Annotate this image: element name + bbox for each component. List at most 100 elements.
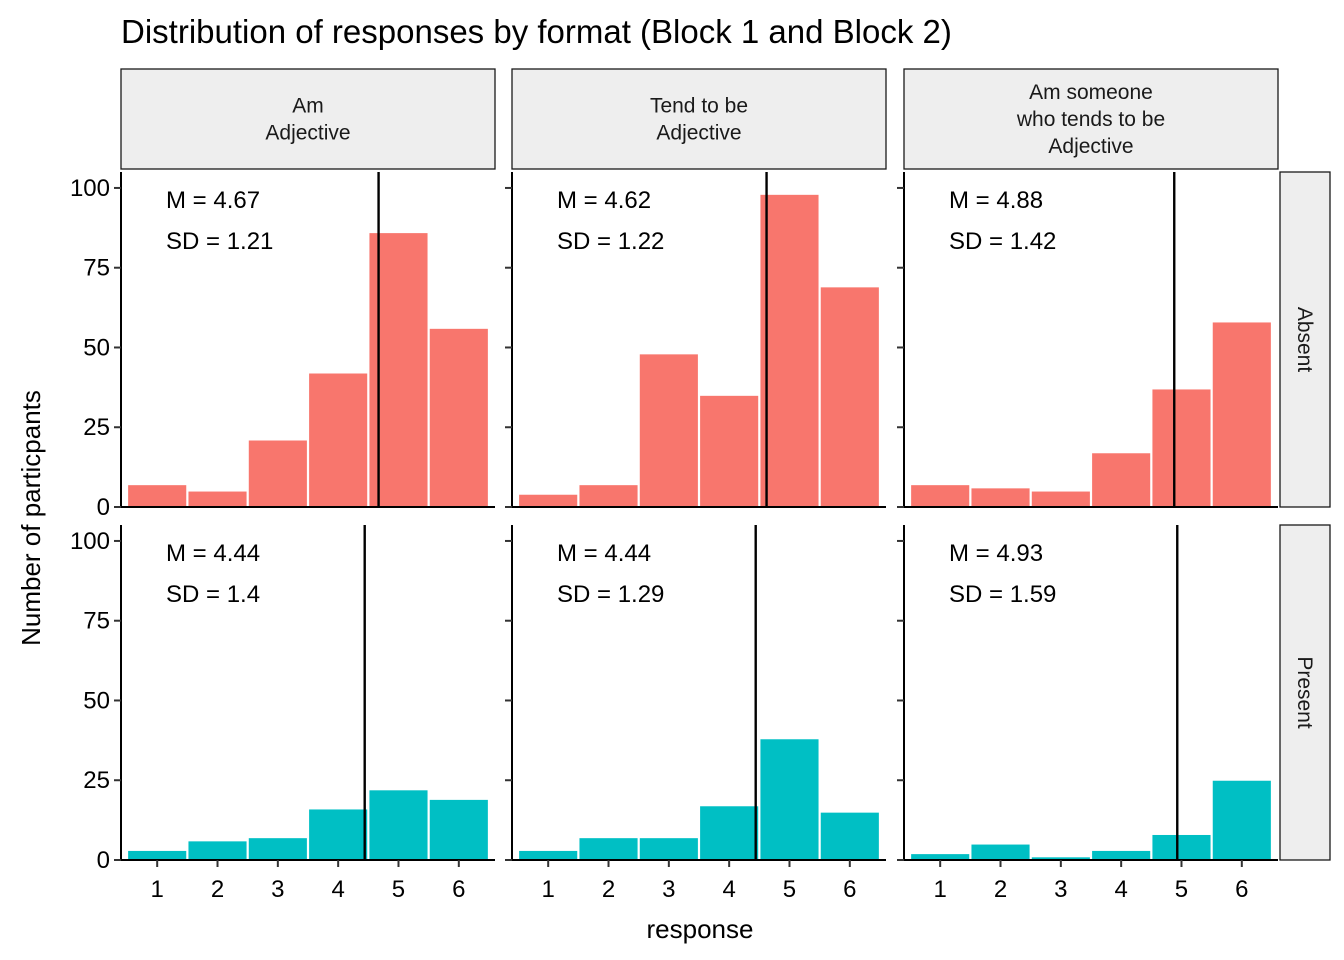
bar	[187, 490, 248, 508]
x-tick-label: 6	[452, 876, 465, 903]
panel-absent-3: M = 4.88 SD = 1.42	[897, 172, 1278, 508]
bar	[1211, 321, 1272, 508]
mean-label: M = 4.44	[166, 540, 260, 567]
row-strip-present: Present	[1279, 524, 1331, 861]
bar	[428, 327, 489, 508]
bar	[127, 484, 188, 508]
bar	[428, 798, 489, 861]
y-tick-label: 75	[83, 608, 110, 635]
y-tick-label: 75	[83, 255, 110, 282]
x-tick-label: 4	[331, 876, 344, 903]
x-tick-label: 1	[934, 876, 947, 903]
column-strip-box	[903, 68, 1279, 170]
bar	[518, 849, 579, 861]
x-tick-label: 3	[662, 876, 675, 903]
column-strip-box	[120, 68, 496, 170]
x-tick-label: 2	[602, 876, 615, 903]
bar	[368, 789, 429, 861]
y-tick-label: 25	[83, 767, 110, 794]
bar	[638, 837, 699, 861]
bar	[578, 837, 639, 861]
bar	[308, 372, 369, 508]
y-tick-label: 0	[97, 494, 110, 521]
bar	[759, 193, 820, 508]
x-tick-label: 3	[271, 876, 284, 903]
bar	[699, 394, 760, 508]
bar	[1151, 388, 1212, 508]
x-tick-label: 6	[843, 876, 856, 903]
x-tick-label: 4	[1114, 876, 1127, 903]
x-tick-label: 6	[1235, 876, 1248, 903]
x-tick-label: 2	[994, 876, 1007, 903]
x-tick-label: 5	[392, 876, 405, 903]
sd-label: SD = 1.21	[166, 228, 273, 255]
bar	[1091, 849, 1152, 861]
mean-label: M = 4.44	[557, 540, 651, 567]
bar	[308, 808, 369, 861]
bar	[1030, 490, 1091, 508]
y-tick-label: 50	[83, 334, 110, 361]
column-strip-label: Tend to be	[650, 95, 748, 118]
bar	[699, 805, 760, 861]
bar	[247, 837, 308, 861]
bar	[578, 484, 639, 508]
row-strip-absent: Absent	[1279, 171, 1331, 508]
mean-label: M = 4.88	[949, 187, 1043, 214]
bar	[970, 843, 1031, 861]
bar	[187, 840, 248, 861]
panel-present-1: 0 25 50 75 100 1 2 3 4 5 6 M = 4.44 SD = 1.4	[70, 525, 495, 903]
x-tick-label: 2	[211, 876, 224, 903]
x-tick-label: 1	[542, 876, 555, 903]
column-strip-box	[511, 68, 887, 170]
bar	[1091, 452, 1152, 508]
sd-label: SD = 1.42	[949, 228, 1056, 255]
bar	[759, 738, 820, 861]
bar	[127, 849, 188, 861]
y-tick-label: 100	[70, 528, 110, 555]
y-tick-label: 100	[70, 175, 110, 202]
bar	[247, 439, 308, 508]
x-tick-label: 5	[1175, 876, 1188, 903]
x-tick-label: 5	[783, 876, 796, 903]
panel-absent-2: M = 4.62 SD = 1.22	[505, 172, 886, 508]
bar	[970, 487, 1031, 508]
row-strip-label: Absent	[1293, 307, 1316, 373]
column-strip-1: Am Adjective	[120, 68, 496, 170]
panel-present-3: 1 2 3 4 5 6 M = 4.93 SD = 1.59	[897, 525, 1278, 903]
bar	[819, 286, 880, 508]
bar	[518, 493, 579, 508]
y-tick-label: 50	[83, 687, 110, 714]
y-tick-label: 25	[83, 414, 110, 441]
column-strip-label: who tends to be	[1016, 108, 1165, 131]
x-tick-label: 1	[151, 876, 164, 903]
panel-present-2: 1 2 3 4 5 6 M = 4.44 SD = 1.29	[505, 525, 886, 903]
x-tick-label: 3	[1054, 876, 1067, 903]
row-strip-label: Present	[1293, 656, 1316, 729]
column-strip-label: Adjective	[1048, 135, 1133, 158]
y-axis-title: Number of particpants	[16, 390, 46, 646]
sd-label: SD = 1.22	[557, 228, 664, 255]
x-tick-label: 4	[722, 876, 735, 903]
bar	[638, 353, 699, 508]
panel-absent-1: 0 25 50 75 100 M = 4.67 SD = 1.21	[70, 172, 495, 521]
bar	[1211, 779, 1272, 861]
column-strip-label: Am someone	[1029, 81, 1153, 104]
mean-label: M = 4.62	[557, 187, 651, 214]
bar	[819, 811, 880, 861]
mean-label: M = 4.67	[166, 187, 260, 214]
column-strip-label: Adjective	[265, 122, 350, 145]
row-strip-box	[1279, 524, 1331, 861]
chart-title: Distribution of responses by format (Blo…	[121, 13, 952, 50]
column-strip-2: Tend to be Adjective	[511, 68, 887, 170]
column-strip-label: Adjective	[656, 122, 741, 145]
y-tick-label: 0	[97, 847, 110, 874]
mean-label: M = 4.93	[949, 540, 1043, 567]
x-axis-title: response	[647, 914, 754, 944]
row-strip-box	[1279, 171, 1331, 508]
column-strip-3: Am someone who tends to be Adjective	[903, 68, 1279, 170]
sd-label: SD = 1.29	[557, 581, 664, 608]
column-strip-label: Am	[292, 95, 324, 118]
bar	[910, 484, 971, 508]
